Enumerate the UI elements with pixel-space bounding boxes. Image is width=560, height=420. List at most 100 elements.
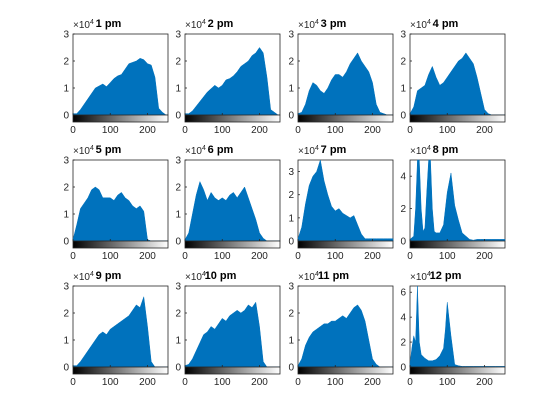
y-tick-label: 0	[63, 237, 69, 248]
panel-title: 3 pm	[321, 18, 347, 30]
y-tick-label: 0	[400, 237, 406, 248]
y-exponent-label: ×104	[298, 145, 319, 157]
y-exponent-label: ×104	[73, 145, 94, 157]
y-exponent-label: ×104	[73, 19, 94, 31]
x-tick-label: 0	[182, 377, 188, 388]
histogram-panel: 0 100 200 0 1 2 3 ×104 11 pm	[288, 270, 394, 388]
grayscale-colorbar	[184, 366, 281, 375]
y-tick-label: 3	[175, 30, 181, 41]
y-exponent-label: ×104	[73, 271, 94, 283]
x-tick-label: 100	[214, 125, 231, 136]
panel-title: 5 pm	[96, 144, 122, 156]
y-tick-label: 1	[175, 84, 181, 95]
y-exponent-label: ×104	[298, 19, 319, 31]
y-tick-label: 3	[63, 30, 69, 41]
x-tick-label: 100	[439, 251, 456, 262]
y-tick-label: 0	[63, 363, 69, 374]
histogram-panel: 0 100 200 0 1 2 3 ×104 5 pm	[63, 144, 169, 262]
x-tick-label: 200	[476, 251, 493, 262]
histogram-panel: 0 100 200 0 1 2 3 ×104 2 pm	[175, 18, 281, 136]
x-tick-label: 0	[295, 125, 301, 136]
x-tick-label: 100	[327, 251, 344, 262]
grayscale-colorbar	[409, 240, 506, 249]
y-exponent-label: ×104	[185, 145, 206, 157]
y-tick-label: 1	[63, 336, 69, 347]
y-tick-label: 2	[63, 309, 69, 320]
x-tick-label: 200	[476, 125, 493, 136]
y-exponent-power: 4	[90, 19, 94, 26]
x-tick-label: 200	[251, 251, 268, 262]
grayscale-colorbar	[297, 366, 394, 375]
y-tick-label: 3	[175, 156, 181, 167]
x-tick-label: 200	[364, 251, 381, 262]
x-tick-label: 0	[182, 125, 188, 136]
y-tick-label: 0	[63, 111, 69, 122]
x-tick-label: 0	[407, 251, 413, 262]
histogram-area	[184, 47, 280, 116]
grayscale-colorbar	[184, 240, 281, 249]
y-tick-label: 2	[175, 57, 181, 68]
y-tick-label: 2	[288, 57, 294, 68]
panel-title: 6 pm	[208, 144, 234, 156]
x-tick-label: 0	[70, 377, 76, 388]
y-tick-label: 1	[400, 84, 406, 95]
y-exponent-power: 4	[202, 145, 206, 152]
y-exponent-power: 4	[315, 271, 319, 278]
grayscale-colorbar	[297, 240, 394, 249]
panel-title: 7 pm	[321, 144, 347, 156]
x-tick-label: 0	[407, 125, 413, 136]
y-exponent-power: 4	[90, 271, 94, 278]
y-tick-label: 6	[400, 288, 406, 299]
y-tick-label: 0	[288, 363, 294, 374]
histogram-panel: 0 100 200 0 1 2 3 ×104 6 pm	[175, 144, 281, 262]
x-tick-label: 200	[364, 125, 381, 136]
panel-title: 8 pm	[433, 144, 459, 156]
x-tick-label: 0	[182, 251, 188, 262]
grayscale-colorbar	[72, 366, 169, 375]
y-tick-label: 3	[288, 30, 294, 41]
y-tick-label: 4	[400, 172, 406, 183]
y-tick-label: 0	[175, 111, 181, 122]
y-tick-label: 0	[400, 363, 406, 374]
histogram-panel: 0 100 200 0 1 2 3 ×104 1 pm	[63, 18, 169, 136]
x-tick-label: 100	[102, 125, 119, 136]
y-tick-label: 2	[175, 309, 181, 320]
y-exponent-power: 4	[202, 271, 206, 278]
y-tick-label: 2	[400, 338, 406, 349]
y-tick-label: 3	[288, 167, 294, 178]
y-exponent-power: 4	[427, 271, 431, 278]
y-exponent-label: ×104	[410, 271, 431, 283]
y-exponent-power: 4	[315, 19, 319, 26]
x-tick-label: 100	[327, 125, 344, 136]
axes-box	[409, 285, 506, 368]
panel-title: 4 pm	[433, 18, 459, 30]
x-tick-label: 100	[102, 251, 119, 262]
y-tick-label: 0	[175, 237, 181, 248]
grayscale-colorbar	[72, 240, 169, 249]
x-tick-label: 100	[214, 251, 231, 262]
grayscale-colorbar	[184, 114, 281, 123]
y-tick-label: 0	[175, 363, 181, 374]
x-tick-label: 0	[295, 251, 301, 262]
y-tick-label: 3	[63, 156, 69, 167]
y-tick-label: 2	[400, 204, 406, 215]
y-tick-label: 0	[288, 111, 294, 122]
y-tick-label: 1	[288, 213, 294, 224]
panel-title: 11 pm	[318, 270, 349, 282]
x-tick-label: 200	[364, 377, 381, 388]
y-exponent-power: 4	[427, 19, 431, 26]
y-tick-label: 1	[175, 336, 181, 347]
y-tick-label: 2	[175, 183, 181, 194]
panel-title: 10 pm	[205, 270, 237, 282]
y-tick-label: 2	[63, 183, 69, 194]
x-tick-label: 100	[102, 377, 119, 388]
y-tick-label: 0	[288, 237, 294, 248]
y-tick-label: 1	[175, 210, 181, 221]
grayscale-colorbar	[72, 114, 169, 123]
panel-title: 9 pm	[96, 270, 122, 282]
y-exponent-label: ×104	[185, 19, 206, 31]
histogram-area	[409, 285, 506, 368]
